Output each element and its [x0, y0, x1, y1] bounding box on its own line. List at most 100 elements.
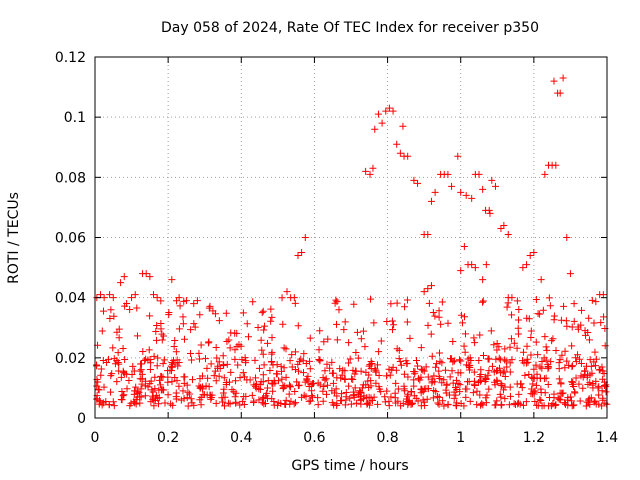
data-point [432, 363, 440, 371]
data-point [473, 387, 481, 395]
data-point [510, 400, 518, 408]
data-point [493, 346, 501, 354]
data-point [555, 365, 563, 373]
data-point [377, 337, 385, 345]
data-point [332, 296, 340, 304]
data-point [441, 366, 449, 374]
data-point [190, 300, 198, 308]
data-point [157, 325, 165, 333]
data-point [123, 385, 131, 393]
data-point [389, 326, 397, 334]
data-point [232, 377, 240, 385]
data-point [417, 365, 425, 373]
data-point [507, 335, 515, 343]
data-point [147, 359, 155, 367]
data-point [454, 379, 462, 387]
data-point [333, 400, 341, 408]
data-point [479, 297, 487, 305]
data-point [119, 392, 127, 400]
data-point [138, 370, 146, 378]
data-point [307, 397, 315, 405]
data-point [223, 360, 231, 368]
data-point [530, 249, 538, 257]
data-point [476, 331, 484, 339]
data-point [241, 354, 249, 362]
x-tick-label: 0 [91, 430, 100, 446]
data-point [560, 302, 568, 310]
data-point [298, 249, 306, 257]
data-point [291, 348, 299, 356]
data-point [107, 388, 115, 396]
data-point [465, 378, 473, 386]
data-point [157, 373, 165, 381]
data-point [152, 328, 160, 336]
data-point [576, 355, 584, 363]
data-point [532, 361, 540, 369]
data-point [534, 401, 542, 409]
data-point [590, 319, 598, 327]
data-point [552, 161, 560, 169]
data-point [314, 401, 322, 409]
data-point [503, 363, 511, 371]
data-point [181, 373, 189, 381]
data-point [215, 358, 223, 366]
data-point [115, 325, 123, 333]
data-point [323, 390, 330, 398]
data-point [306, 357, 314, 365]
data-point [383, 387, 391, 395]
data-point [383, 372, 391, 380]
data-point [187, 326, 195, 334]
data-point [352, 367, 360, 375]
data-point [465, 362, 473, 370]
data-point [396, 149, 404, 157]
data-point [475, 170, 483, 178]
data-point [522, 398, 530, 406]
data-point [300, 391, 308, 399]
data-point [434, 399, 442, 407]
data-point [260, 393, 268, 401]
data-point [422, 363, 430, 371]
data-point [457, 311, 465, 319]
data-point [328, 369, 336, 377]
data-point [533, 374, 541, 382]
data-point [586, 379, 594, 387]
data-point [550, 390, 558, 398]
data-point [427, 282, 435, 290]
data-point [268, 334, 276, 342]
data-point [193, 297, 201, 305]
data-point [137, 366, 145, 374]
data-point [376, 385, 384, 393]
data-point [268, 350, 276, 358]
data-point [139, 347, 147, 355]
data-point [514, 324, 522, 332]
data-point [110, 312, 118, 320]
data-point [500, 386, 508, 394]
data-point [309, 379, 317, 387]
data-point [231, 393, 239, 401]
data-point [268, 313, 276, 321]
data-point [538, 358, 546, 366]
data-point [338, 390, 346, 398]
data-point [502, 357, 510, 365]
data-point [359, 327, 367, 335]
data-point [314, 394, 322, 402]
data-point [518, 384, 526, 392]
data-point [164, 391, 172, 399]
data-point [558, 389, 566, 397]
data-point [354, 354, 362, 362]
data-point [222, 379, 230, 387]
data-point [527, 351, 535, 359]
data-point [589, 379, 597, 387]
data-point [448, 367, 456, 375]
data-point [466, 397, 474, 405]
data-point [152, 394, 160, 402]
data-point [219, 362, 227, 370]
x-tick-label: 0.4 [230, 430, 252, 446]
data-point [532, 296, 540, 304]
data-point [563, 357, 571, 365]
data-point [105, 401, 113, 409]
data-point [328, 399, 336, 407]
data-point [117, 373, 125, 381]
data-point [434, 392, 442, 400]
data-point [471, 339, 479, 347]
